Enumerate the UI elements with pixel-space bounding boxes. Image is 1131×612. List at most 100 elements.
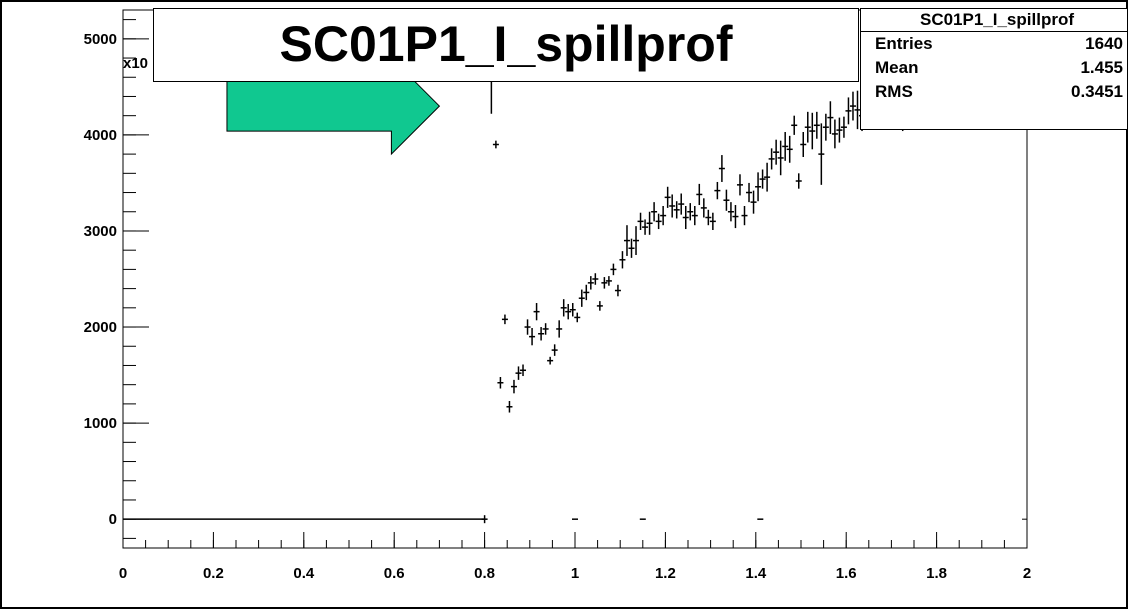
- data-point: [610, 263, 617, 276]
- data-point: [723, 189, 730, 211]
- data-point: [501, 314, 508, 325]
- data-point: [651, 202, 658, 222]
- data-point: [750, 190, 757, 214]
- data-point: [574, 312, 581, 323]
- data-point: [795, 173, 802, 189]
- stats-label: Entries: [875, 34, 933, 53]
- data-point: [633, 226, 640, 255]
- data-point: [845, 97, 852, 125]
- data-point: [506, 401, 513, 413]
- data-point: [822, 113, 829, 141]
- data-point: [660, 205, 667, 226]
- data-point: [678, 193, 685, 215]
- x-tick-label: 1.6: [836, 565, 857, 582]
- data-point: [601, 277, 608, 289]
- data-point: [673, 201, 680, 219]
- data-point: [583, 284, 590, 301]
- x-tick-label: 0.6: [384, 565, 405, 582]
- stats-value: 0.3451: [1071, 82, 1123, 101]
- data-point: [547, 356, 554, 365]
- data-point: [791, 115, 798, 135]
- data-point: [520, 364, 527, 377]
- data-point: [768, 148, 775, 170]
- data-point: [746, 182, 753, 203]
- data-point: [637, 212, 644, 231]
- data-point: [727, 202, 734, 222]
- data-point: [849, 91, 856, 121]
- data-point: [813, 111, 820, 139]
- data-point: [700, 198, 707, 218]
- data-point: [614, 284, 621, 297]
- x-tick-label: 0.4: [293, 565, 315, 582]
- x-tick-label: 0.8: [474, 565, 495, 582]
- stats-value: 1640: [1085, 34, 1123, 53]
- data-point: [831, 119, 838, 149]
- data-point: [578, 289, 585, 307]
- stats-label: RMS: [875, 82, 913, 101]
- data-point: [551, 344, 558, 356]
- data-point: [510, 379, 517, 394]
- y-tick-label: 0: [109, 511, 117, 528]
- data-point: [854, 90, 861, 130]
- stats-row-rms: RMS 0.3451: [861, 80, 1127, 104]
- data-point: [741, 205, 748, 226]
- x-tick-label: 2: [1023, 565, 1031, 582]
- x-tick-label: 0.2: [203, 565, 224, 582]
- data-point: [664, 186, 671, 208]
- data-point: [782, 132, 789, 161]
- data-point: [569, 303, 576, 317]
- x-tick-label: 1.2: [655, 565, 676, 582]
- data-point: [565, 303, 572, 320]
- chart-title: SC01P1_I_spillprof: [153, 8, 859, 82]
- x-tick-label: 0: [119, 565, 127, 582]
- data-point: [691, 205, 698, 226]
- data-point: [696, 183, 703, 206]
- data-point: [759, 169, 766, 189]
- stats-row-mean: Mean 1.455: [861, 56, 1127, 80]
- data-point: [542, 323, 549, 335]
- data-point: [786, 135, 793, 163]
- data-point: [732, 205, 739, 229]
- data-point: [800, 132, 807, 157]
- data-point: [497, 376, 504, 389]
- data-point: [628, 238, 635, 258]
- data-point: [596, 301, 603, 311]
- data-point: [592, 273, 599, 285]
- stats-row-entries: Entries 1640: [861, 32, 1127, 56]
- stats-value: 1.455: [1080, 58, 1123, 77]
- data-point: [669, 194, 676, 218]
- y-tick-label: 3000: [84, 223, 117, 240]
- x-tick-label: 1: [571, 565, 579, 582]
- data-point: [764, 162, 771, 192]
- x-tick-label: 1.4: [745, 565, 767, 582]
- y-tick-label: 5000: [84, 31, 117, 48]
- data-point: [619, 251, 626, 269]
- data-point: [705, 209, 712, 226]
- data-point: [538, 327, 545, 341]
- stats-box: SC01P1_I_spillprof Entries 1640 Mean 1.4…: [860, 8, 1128, 130]
- data-point: [809, 112, 816, 150]
- stats-title: SC01P1_I_spillprof: [861, 9, 1127, 32]
- data-point: [840, 116, 847, 138]
- data-point: [682, 205, 689, 230]
- data-point: [646, 211, 653, 235]
- y-multiplier-label: x10: [123, 55, 149, 72]
- y-tick-label: 4000: [84, 127, 117, 144]
- data-point: [827, 101, 834, 134]
- data-point: [529, 327, 536, 346]
- data-point: [777, 140, 784, 176]
- data-point: [804, 111, 811, 143]
- stats-label: Mean: [875, 58, 919, 77]
- data-point: [655, 213, 662, 230]
- data-point: [836, 117, 843, 143]
- x-tick-label: 1.8: [926, 565, 947, 582]
- data-point: [818, 123, 825, 185]
- data-point: [623, 225, 630, 256]
- data-point: [773, 139, 780, 165]
- data-point: [605, 276, 612, 286]
- data-point: [560, 299, 567, 317]
- data-point: [718, 155, 725, 182]
- data-point: [755, 172, 762, 202]
- data-point: [515, 366, 522, 380]
- data-point: [587, 276, 594, 290]
